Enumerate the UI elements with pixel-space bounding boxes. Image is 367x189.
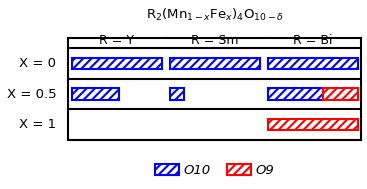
Bar [170, 58, 260, 70]
Bar [170, 88, 184, 100]
Bar [268, 88, 323, 100]
Bar [72, 58, 162, 70]
Text: R$_2$(Mn$_{1-x}$Fe$_x$)$_4$O$_{10-δ}$: R$_2$(Mn$_{1-x}$Fe$_x$)$_4$O$_{10-δ}$ [146, 7, 284, 23]
Text: X = 1: X = 1 [19, 118, 56, 131]
Bar [72, 88, 119, 100]
Bar [268, 119, 357, 130]
Text: R = Sm: R = Sm [191, 34, 239, 47]
Text: R = Bi: R = Bi [293, 34, 332, 47]
Bar [268, 88, 323, 100]
Bar [170, 88, 184, 100]
Bar [323, 88, 357, 100]
Bar [268, 119, 357, 130]
Bar [170, 58, 260, 70]
Text: X = 0: X = 0 [19, 57, 56, 70]
Bar [268, 58, 357, 70]
Text: R = Y: R = Y [99, 34, 134, 47]
Bar [268, 58, 357, 70]
Legend: O10, O9: O10, O9 [149, 159, 280, 182]
Text: X = 0.5: X = 0.5 [7, 88, 56, 101]
Bar [323, 88, 357, 100]
Bar [72, 58, 162, 70]
Bar [72, 88, 119, 100]
